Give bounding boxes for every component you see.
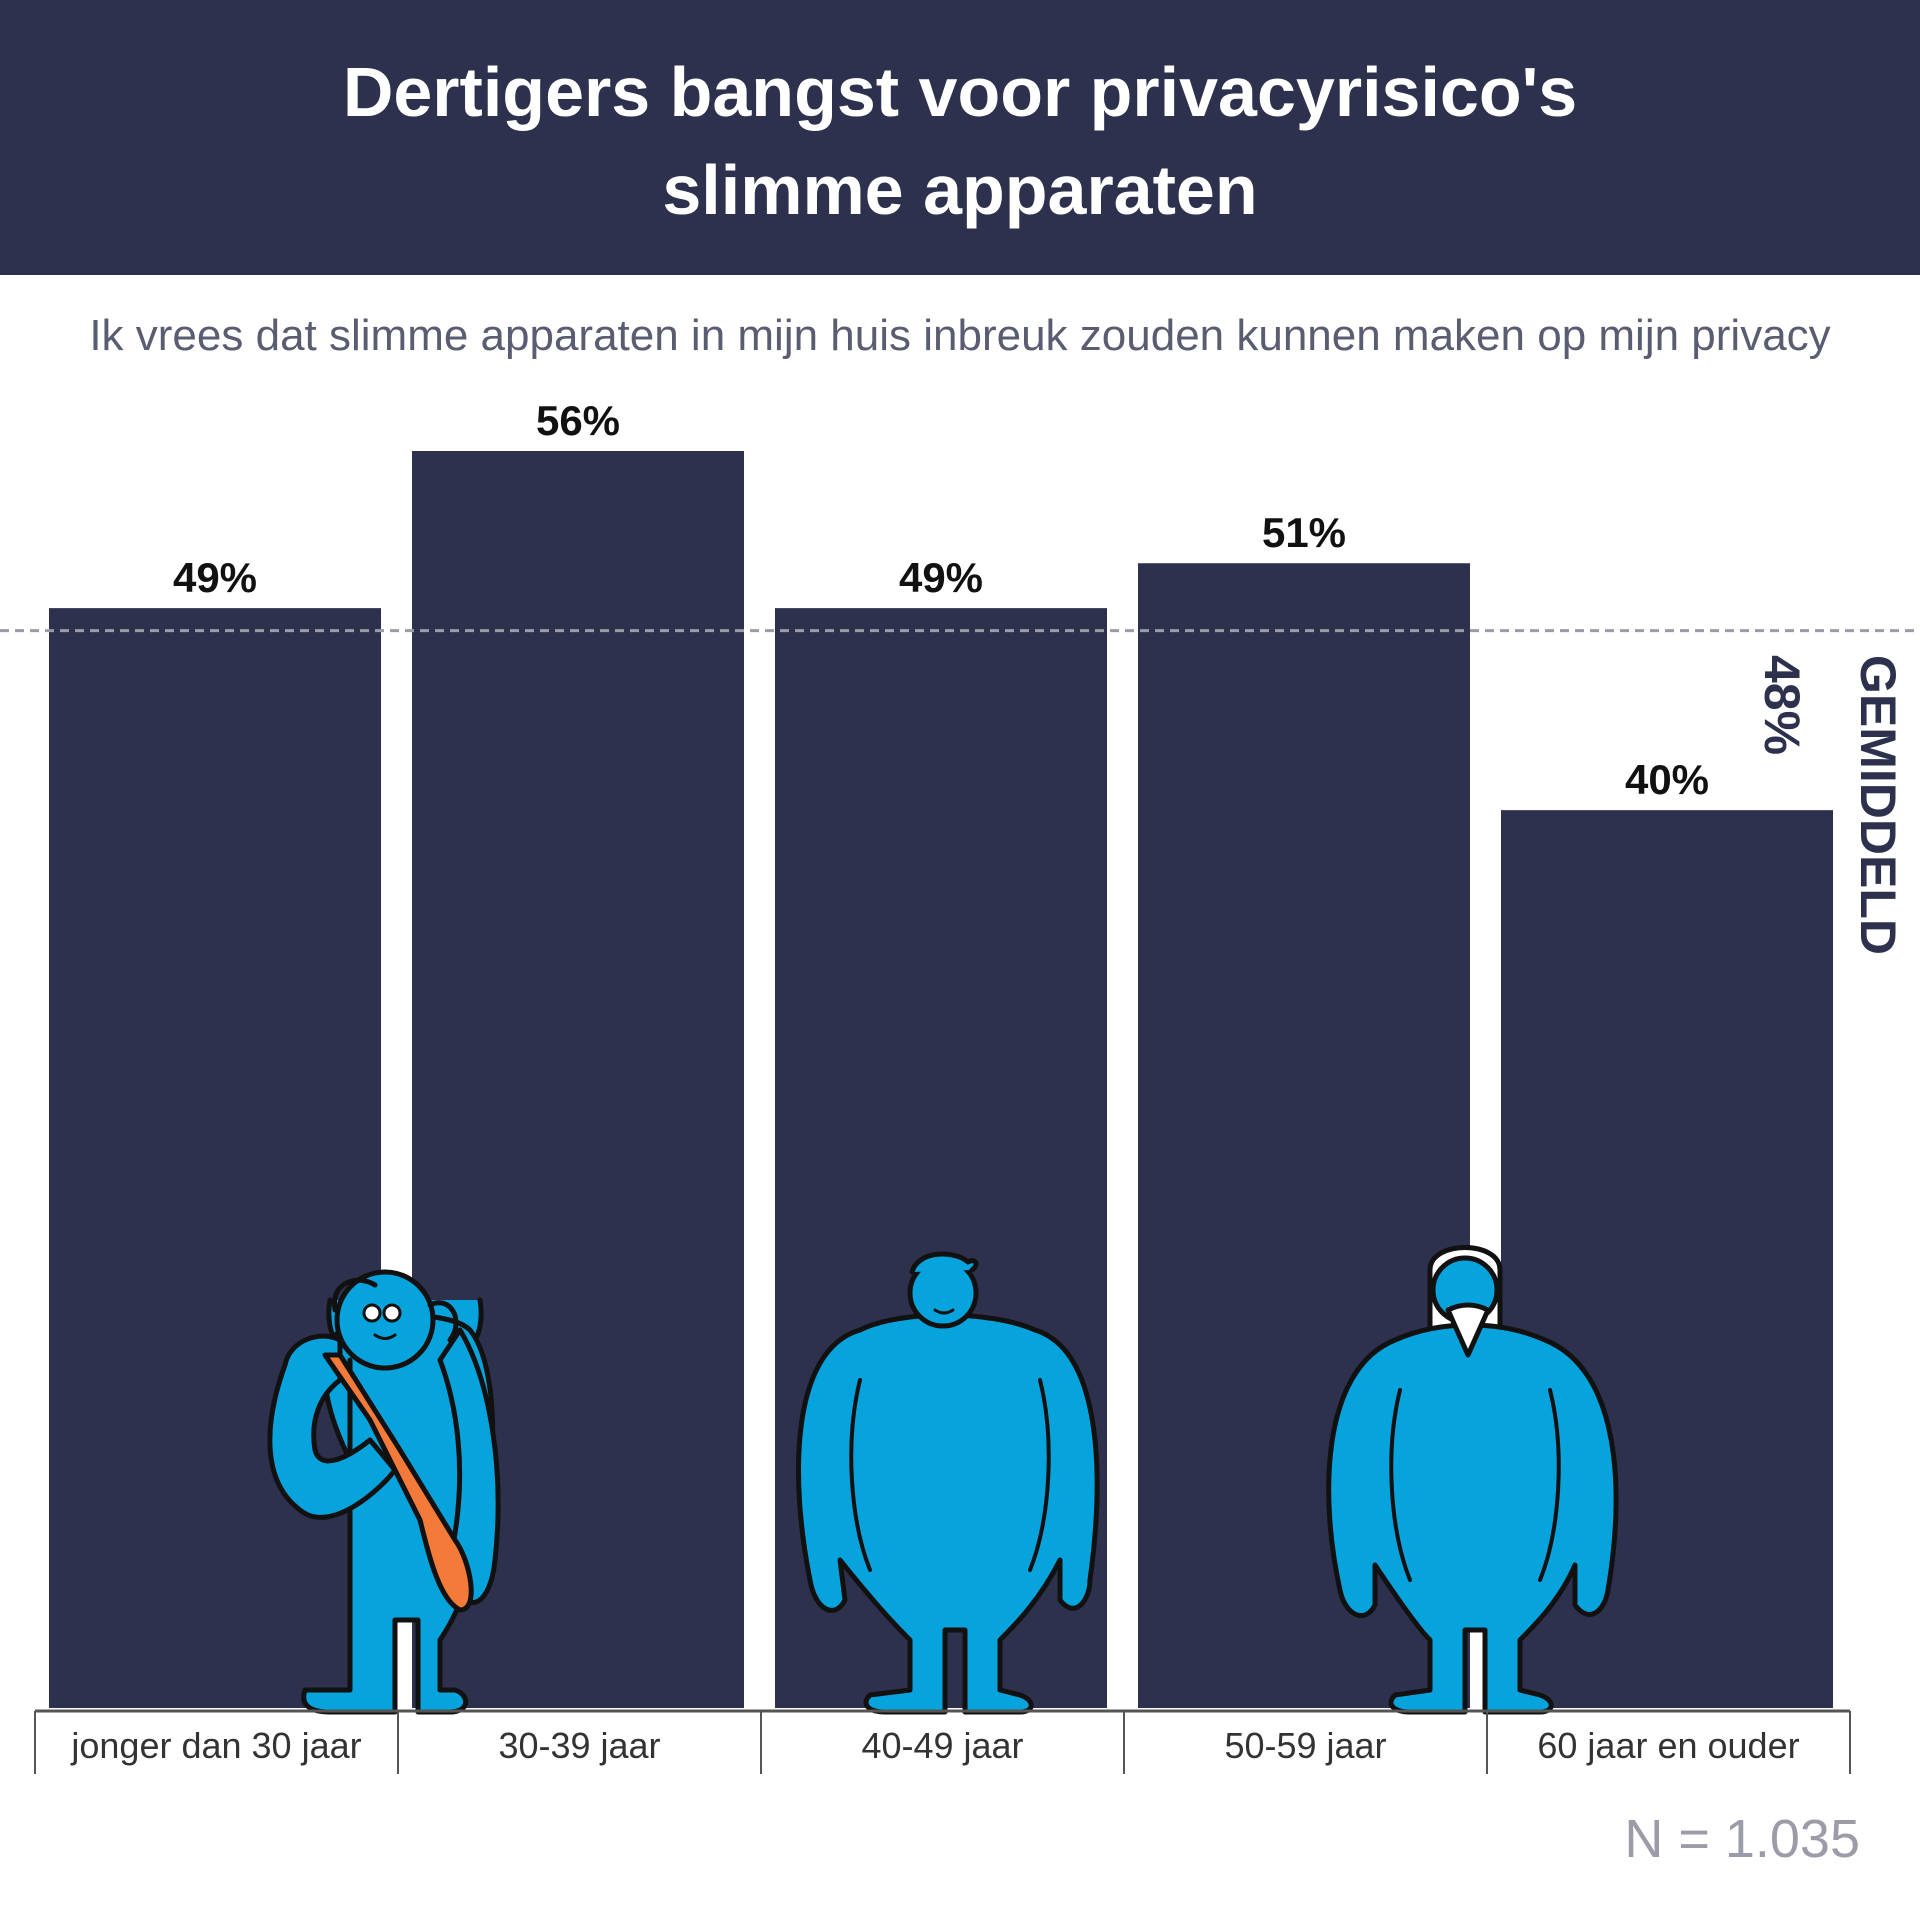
figures-layer [267, 1245, 1619, 1715]
value-label-5: 40% [1625, 756, 1709, 803]
average-label: GEMIDDELD 48% [1754, 655, 1906, 955]
chart-subtitle: Ik vrees dat slimme apparaten in mijn hu… [89, 311, 1831, 360]
bar-1 [49, 608, 381, 1708]
elderly-person-with-beard-icon [1326, 1245, 1619, 1715]
value-label-1: 49% [173, 554, 257, 601]
header-banner: Dertigers bangst voor privacyrisico's sl… [0, 0, 1920, 275]
x-tick-label-2: 30-39 jaar [498, 1725, 660, 1766]
chart-title-line-2: slimme apparaten [662, 151, 1258, 229]
bars-layer: 49% 56% 49% 51% 40% [49, 397, 1833, 1708]
chart-title-line-1: Dertigers bangst voor privacyrisico's [342, 53, 1578, 131]
value-label-3: 49% [899, 554, 983, 601]
x-axis: jonger dan 30 jaar 30-39 jaar 40-49 jaar 50… [34, 1709, 1851, 1774]
value-label-4: 51% [1262, 509, 1346, 556]
adult-person-icon [796, 1251, 1100, 1715]
x-tick-label-5: 60 jaar en ouder [1537, 1725, 1799, 1766]
sample-size-label: N = 1.035 [1624, 1809, 1860, 1869]
x-tick-label-1: jonger dan 30 jaar [70, 1725, 361, 1766]
young-person-with-bag-icon [267, 1269, 501, 1715]
x-tick-label-4: 50-59 jaar [1224, 1725, 1386, 1766]
x-tick-label-3: 40-49 jaar [861, 1725, 1023, 1766]
value-label-2: 56% [536, 397, 620, 444]
